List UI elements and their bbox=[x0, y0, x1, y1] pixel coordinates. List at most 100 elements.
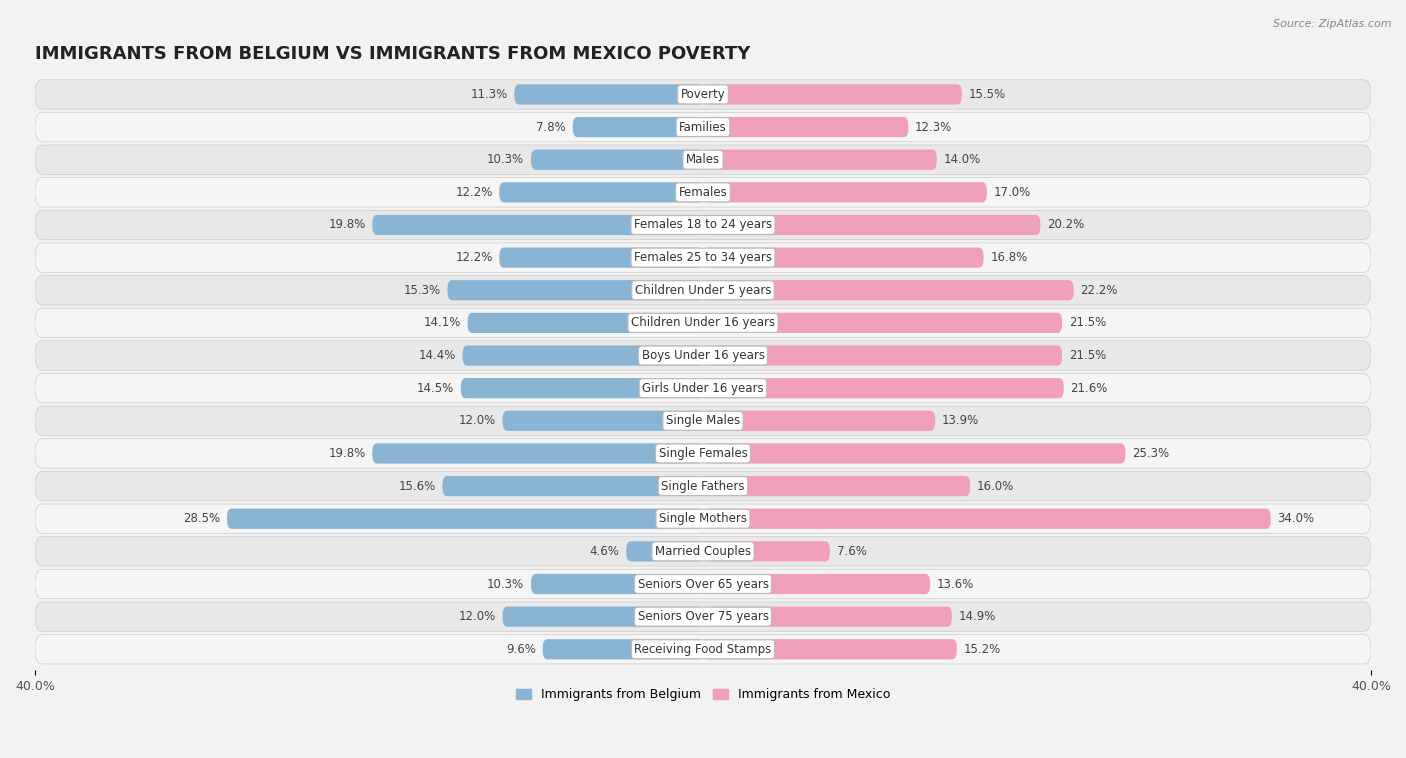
Text: 10.3%: 10.3% bbox=[486, 153, 524, 166]
Text: 21.6%: 21.6% bbox=[1070, 382, 1108, 395]
Text: 12.2%: 12.2% bbox=[456, 251, 492, 264]
FancyBboxPatch shape bbox=[703, 84, 962, 105]
Text: Seniors Over 75 years: Seniors Over 75 years bbox=[637, 610, 769, 623]
Text: 16.8%: 16.8% bbox=[990, 251, 1028, 264]
Text: 19.8%: 19.8% bbox=[329, 218, 366, 231]
FancyBboxPatch shape bbox=[463, 346, 703, 365]
FancyBboxPatch shape bbox=[373, 443, 703, 464]
Text: Single Mothers: Single Mothers bbox=[659, 512, 747, 525]
Text: 12.2%: 12.2% bbox=[456, 186, 492, 199]
Text: Girls Under 16 years: Girls Under 16 years bbox=[643, 382, 763, 395]
FancyBboxPatch shape bbox=[703, 248, 984, 268]
FancyBboxPatch shape bbox=[703, 509, 1271, 529]
Text: 14.0%: 14.0% bbox=[943, 153, 981, 166]
Text: 12.0%: 12.0% bbox=[458, 610, 496, 623]
FancyBboxPatch shape bbox=[572, 117, 703, 137]
FancyBboxPatch shape bbox=[35, 406, 1371, 436]
Text: 16.0%: 16.0% bbox=[977, 480, 1014, 493]
Legend: Immigrants from Belgium, Immigrants from Mexico: Immigrants from Belgium, Immigrants from… bbox=[510, 683, 896, 706]
Text: 15.2%: 15.2% bbox=[963, 643, 1001, 656]
Text: Boys Under 16 years: Boys Under 16 years bbox=[641, 349, 765, 362]
Text: 22.2%: 22.2% bbox=[1080, 283, 1118, 296]
FancyBboxPatch shape bbox=[35, 341, 1371, 370]
Text: 20.2%: 20.2% bbox=[1047, 218, 1084, 231]
FancyBboxPatch shape bbox=[502, 606, 703, 627]
Text: 9.6%: 9.6% bbox=[506, 643, 536, 656]
Text: Children Under 16 years: Children Under 16 years bbox=[631, 316, 775, 330]
FancyBboxPatch shape bbox=[35, 80, 1371, 109]
FancyBboxPatch shape bbox=[515, 84, 703, 105]
Text: 14.9%: 14.9% bbox=[959, 610, 995, 623]
Text: Single Females: Single Females bbox=[658, 447, 748, 460]
FancyBboxPatch shape bbox=[35, 309, 1371, 337]
FancyBboxPatch shape bbox=[35, 569, 1371, 599]
FancyBboxPatch shape bbox=[35, 439, 1371, 468]
FancyBboxPatch shape bbox=[703, 346, 1062, 365]
FancyBboxPatch shape bbox=[35, 374, 1371, 402]
FancyBboxPatch shape bbox=[35, 145, 1371, 174]
Text: Married Couples: Married Couples bbox=[655, 545, 751, 558]
FancyBboxPatch shape bbox=[531, 574, 703, 594]
FancyBboxPatch shape bbox=[703, 378, 1064, 398]
FancyBboxPatch shape bbox=[35, 177, 1371, 207]
FancyBboxPatch shape bbox=[35, 276, 1371, 305]
FancyBboxPatch shape bbox=[35, 504, 1371, 534]
Text: 13.6%: 13.6% bbox=[936, 578, 974, 590]
FancyBboxPatch shape bbox=[468, 313, 703, 333]
Text: 15.6%: 15.6% bbox=[398, 480, 436, 493]
Text: Children Under 5 years: Children Under 5 years bbox=[634, 283, 772, 296]
FancyBboxPatch shape bbox=[35, 634, 1371, 664]
Text: 14.4%: 14.4% bbox=[419, 349, 456, 362]
Text: Single Fathers: Single Fathers bbox=[661, 480, 745, 493]
FancyBboxPatch shape bbox=[443, 476, 703, 496]
Text: Females: Females bbox=[679, 186, 727, 199]
Text: 21.5%: 21.5% bbox=[1069, 316, 1107, 330]
Text: 13.9%: 13.9% bbox=[942, 415, 979, 428]
Text: Females 18 to 24 years: Females 18 to 24 years bbox=[634, 218, 772, 231]
Text: 12.0%: 12.0% bbox=[458, 415, 496, 428]
FancyBboxPatch shape bbox=[461, 378, 703, 398]
Text: IMMIGRANTS FROM BELGIUM VS IMMIGRANTS FROM MEXICO POVERTY: IMMIGRANTS FROM BELGIUM VS IMMIGRANTS FR… bbox=[35, 45, 751, 64]
Text: 28.5%: 28.5% bbox=[183, 512, 221, 525]
Text: Families: Families bbox=[679, 121, 727, 133]
FancyBboxPatch shape bbox=[226, 509, 703, 529]
Text: 14.5%: 14.5% bbox=[418, 382, 454, 395]
FancyBboxPatch shape bbox=[373, 215, 703, 235]
Text: Females 25 to 34 years: Females 25 to 34 years bbox=[634, 251, 772, 264]
FancyBboxPatch shape bbox=[703, 639, 957, 659]
FancyBboxPatch shape bbox=[703, 443, 1126, 464]
Text: Seniors Over 65 years: Seniors Over 65 years bbox=[637, 578, 769, 590]
FancyBboxPatch shape bbox=[703, 606, 952, 627]
Text: Males: Males bbox=[686, 153, 720, 166]
Text: 7.8%: 7.8% bbox=[536, 121, 567, 133]
Text: Receiving Food Stamps: Receiving Food Stamps bbox=[634, 643, 772, 656]
FancyBboxPatch shape bbox=[626, 541, 703, 562]
Text: Single Males: Single Males bbox=[666, 415, 740, 428]
FancyBboxPatch shape bbox=[703, 149, 936, 170]
Text: 21.5%: 21.5% bbox=[1069, 349, 1107, 362]
FancyBboxPatch shape bbox=[35, 602, 1371, 631]
Text: 15.3%: 15.3% bbox=[404, 283, 441, 296]
Text: 7.6%: 7.6% bbox=[837, 545, 866, 558]
Text: 10.3%: 10.3% bbox=[486, 578, 524, 590]
FancyBboxPatch shape bbox=[35, 210, 1371, 240]
FancyBboxPatch shape bbox=[35, 471, 1371, 501]
Text: 12.3%: 12.3% bbox=[915, 121, 952, 133]
FancyBboxPatch shape bbox=[35, 537, 1371, 566]
Text: 19.8%: 19.8% bbox=[329, 447, 366, 460]
Text: 11.3%: 11.3% bbox=[471, 88, 508, 101]
FancyBboxPatch shape bbox=[35, 243, 1371, 272]
FancyBboxPatch shape bbox=[502, 411, 703, 431]
Text: 34.0%: 34.0% bbox=[1278, 512, 1315, 525]
Text: 25.3%: 25.3% bbox=[1132, 447, 1170, 460]
FancyBboxPatch shape bbox=[35, 112, 1371, 142]
FancyBboxPatch shape bbox=[447, 280, 703, 300]
FancyBboxPatch shape bbox=[499, 248, 703, 268]
FancyBboxPatch shape bbox=[531, 149, 703, 170]
Text: 4.6%: 4.6% bbox=[589, 545, 620, 558]
FancyBboxPatch shape bbox=[703, 182, 987, 202]
FancyBboxPatch shape bbox=[543, 639, 703, 659]
FancyBboxPatch shape bbox=[703, 411, 935, 431]
Text: 15.5%: 15.5% bbox=[969, 88, 1005, 101]
FancyBboxPatch shape bbox=[703, 215, 1040, 235]
